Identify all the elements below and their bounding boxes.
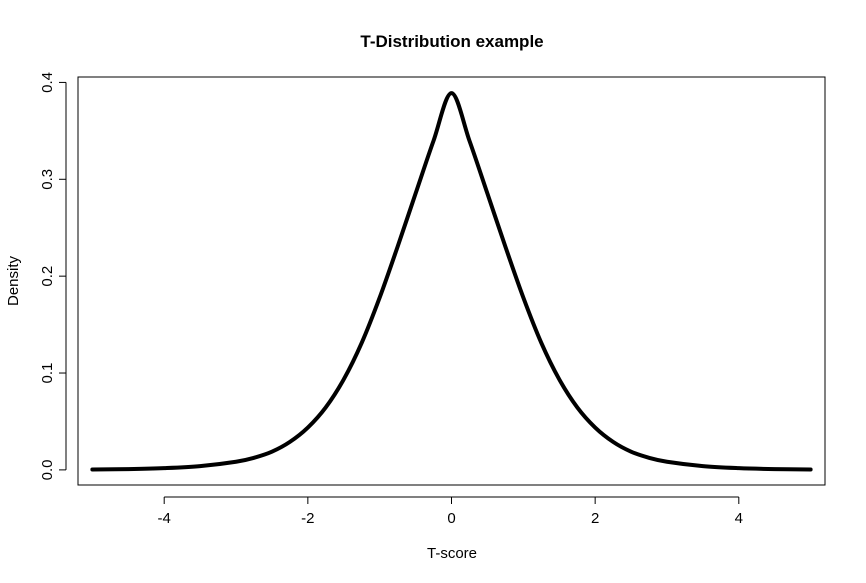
y-axis: 0.0 0.1 0.2 0.3 0.4 (39, 72, 67, 480)
x-axis: -4 -2 0 2 4 (158, 496, 743, 527)
x-tick-label: -4 (158, 510, 171, 527)
chart-title: T-Distribution example (360, 32, 543, 51)
y-axis-label: Density (5, 255, 22, 306)
x-tick-label: 0 (447, 510, 455, 527)
y-tick-label: 0.0 (39, 459, 56, 480)
x-tick-label: 2 (591, 510, 599, 527)
y-tick-label: 0.2 (39, 266, 56, 287)
x-axis-label: T-score (427, 545, 477, 562)
density-curve (90, 91, 813, 472)
y-tick-label: 0.4 (39, 72, 56, 93)
y-tick-label: 0.1 (39, 363, 56, 384)
plot-frame (77, 76, 826, 486)
x-tick-label: 4 (735, 510, 743, 527)
x-tick-label: -2 (301, 510, 314, 527)
y-tick-label: 0.3 (39, 169, 56, 190)
